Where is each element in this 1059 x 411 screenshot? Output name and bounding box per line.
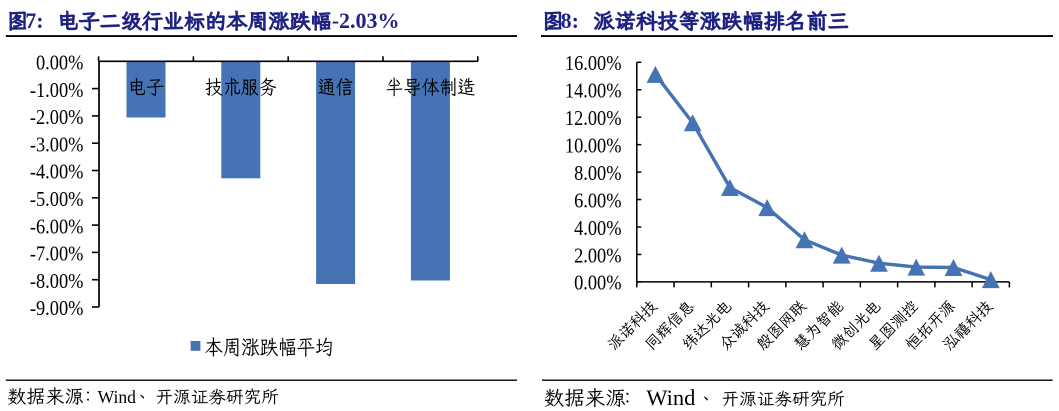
svg-text:-5.00%: -5.00%: [30, 188, 84, 211]
svg-text:2.00%: 2.00%: [574, 244, 621, 267]
svg-text:-3.00%: -3.00%: [30, 133, 84, 156]
svg-text:-9.00%: -9.00%: [30, 297, 84, 320]
svg-text:0.00%: 0.00%: [574, 272, 621, 295]
svg-text:-2.00%: -2.00%: [30, 106, 84, 129]
svg-text:-2.03%: -2.03%: [332, 8, 400, 33]
svg-text:Wind: Wind: [98, 387, 137, 407]
svg-text:Wind: Wind: [646, 385, 695, 410]
svg-text:-6.00%: -6.00%: [30, 215, 84, 238]
svg-text:12.00%: 12.00%: [565, 107, 622, 130]
svg-text:-1.00%: -1.00%: [30, 79, 84, 102]
svg-text:6.00%: 6.00%: [574, 189, 621, 212]
svg-text:0.00%: 0.00%: [36, 51, 83, 74]
svg-text:16.00%: 16.00%: [565, 52, 622, 75]
svg-text:14.00%: 14.00%: [565, 79, 622, 102]
svg-text:10.00%: 10.00%: [565, 134, 622, 157]
svg-text:8.00%: 8.00%: [574, 162, 621, 185]
svg-text:8:: 8:: [561, 8, 579, 33]
svg-text:-7.00%: -7.00%: [30, 242, 84, 265]
svg-text:7:: 7:: [25, 8, 43, 33]
svg-text:4.00%: 4.00%: [574, 217, 621, 240]
svg-text:-8.00%: -8.00%: [30, 270, 84, 293]
svg-text:-4.00%: -4.00%: [30, 161, 84, 184]
